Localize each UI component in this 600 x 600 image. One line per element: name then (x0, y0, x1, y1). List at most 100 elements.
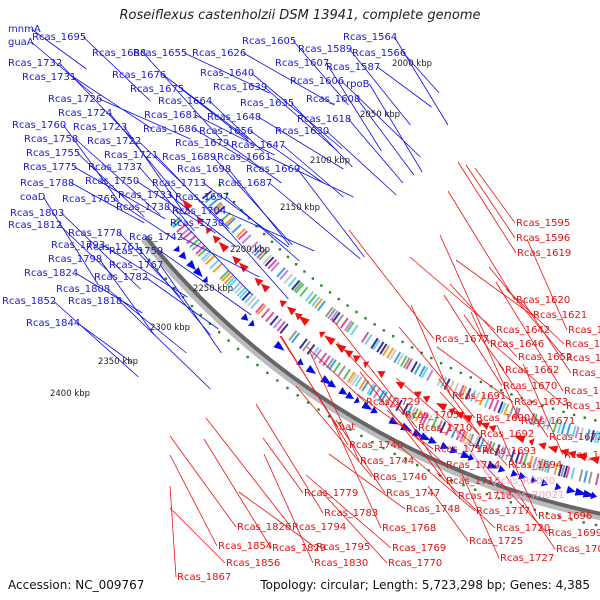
forward-gene-label: Rcas_1608 (306, 94, 360, 105)
forward-gene-arrow (582, 489, 596, 498)
cog-category-mark (399, 355, 408, 367)
forward-gene-label: Rcas_1726 (48, 94, 102, 105)
reverse-gene-leader (331, 418, 382, 529)
gc-skew-dot (276, 379, 279, 382)
reverse-gene-label: Rcas_1700 (556, 544, 600, 555)
forward-gene-arrow (566, 485, 576, 494)
forward-gene-leader (53, 300, 139, 378)
cog-category-mark (420, 366, 429, 379)
gc-skew-dot (439, 361, 443, 365)
forward-gene-leader (43, 196, 99, 286)
forward-gene-arrow (247, 319, 255, 327)
cog-category-mark (225, 276, 236, 287)
reverse-gene-label: Rcas_1692 (480, 429, 534, 440)
cog-category-mark (200, 250, 211, 261)
reverse-gene-leader (427, 485, 469, 542)
gc-skew-dot (208, 322, 212, 325)
forward-gene-leader (357, 98, 415, 176)
cog-category-mark (287, 276, 297, 288)
forward-gene-leader (74, 166, 166, 220)
forward-gene-label: Rcas_1626 (192, 48, 246, 59)
forward-gene-arrow (460, 450, 471, 458)
reverse-gene-arrow (261, 283, 271, 293)
forward-gene-label: Rcas_1803 (10, 208, 64, 219)
cog-category-mark (279, 323, 289, 334)
cog-category-mark (418, 365, 426, 378)
gc-skew-dot (401, 340, 404, 344)
reverse-gene-leader (309, 351, 360, 462)
gc-skew-dot (218, 184, 222, 187)
cog-category-mark (313, 298, 323, 309)
gc-skew-dot (294, 263, 298, 266)
reverse-gene-leader (436, 346, 514, 403)
reverse-gene-label: Rcas_1636 (572, 368, 600, 379)
reverse-gene-label: Rcas_1727 (500, 553, 554, 564)
reverse-gene-leader (359, 371, 446, 482)
forward-gene-arrow (361, 401, 373, 410)
cog-category-mark (238, 288, 249, 299)
cog-category-mark (291, 279, 301, 291)
reverse-gene-arrow (448, 407, 456, 416)
cog-category-mark (541, 459, 547, 472)
cog-category-mark (231, 281, 242, 292)
gc-skew-dot (450, 479, 453, 482)
forward-gene-label: Rcas_1722 (87, 136, 141, 147)
cog-category-mark (306, 343, 316, 355)
reverse-gene-label: Rcas_1691 (452, 391, 506, 402)
gc-skew-dot (364, 317, 367, 320)
reverse-gene-leader (438, 378, 480, 435)
cog-category-mark (546, 418, 552, 431)
reverse-gene-arrow (528, 438, 535, 447)
cog-category-mark (347, 371, 356, 383)
gc-skew-dot (156, 268, 159, 271)
reverse-gene-label: Rcas_1699 (548, 528, 600, 539)
cog-category-mark (557, 464, 563, 477)
gc-skew-dot (449, 366, 453, 370)
scale-tick-label: 2350 kbp (98, 357, 138, 367)
cog-category-mark (478, 393, 486, 406)
forward-gene-arrow (273, 340, 285, 351)
forward-gene-leader (194, 128, 262, 170)
reverse-gene-arrow (462, 415, 473, 423)
reverse-gene-leader (331, 318, 418, 429)
cog-category-mark (419, 411, 427, 424)
cog-category-mark (452, 382, 460, 395)
reverse-gene-label: Rcas_1619 (517, 248, 571, 259)
cog-category-mark (379, 343, 388, 355)
reverse-gene-leader (465, 164, 516, 239)
cog-category-mark (489, 442, 496, 455)
cog-category-mark (231, 223, 242, 234)
cog-category-mark (410, 361, 418, 373)
reverse-gene-leader (479, 332, 566, 407)
reverse-gene-arrow (588, 456, 600, 465)
gc-skew-dot (218, 331, 221, 334)
cog-category-mark (385, 394, 393, 406)
forward-gene-label: Rcas_1812 (8, 220, 62, 231)
forward-gene-arrow (486, 461, 499, 469)
reverse-gene-arrow (574, 453, 588, 462)
gc-skew-dot (227, 339, 230, 342)
cog-category-mark (382, 344, 391, 357)
cog-category-mark (349, 372, 358, 385)
cog-category-mark (304, 291, 314, 302)
reverse-gene-arrow (435, 402, 448, 412)
reverse-gene-leader (498, 363, 549, 438)
cog-category-mark (250, 298, 260, 310)
forward-gene-leader (137, 246, 211, 336)
forward-gene-label: Rcas_1732 (8, 58, 62, 69)
reverse-gene-label: Rcas_1795 (316, 542, 370, 553)
forward-gene-arrow (173, 245, 180, 253)
reverse-gene-arrow (212, 235, 221, 244)
scale-tick-label: 2000 kbp (392, 59, 432, 69)
reverse-gene-leader (169, 435, 237, 528)
forward-gene-label: Rcas_1704 (172, 206, 226, 217)
reverse-gene-leader (526, 238, 568, 331)
cog-category-mark (439, 421, 447, 434)
forward-gene-arrow (305, 365, 317, 375)
reverse-gene-leader (439, 234, 490, 345)
reverse-gene-leader (457, 161, 517, 254)
gc-skew-dot (570, 518, 573, 521)
reverse-gene-label: Rcas_1769 (392, 543, 446, 554)
cog-category-mark (532, 456, 538, 469)
cog-category-mark (279, 269, 289, 280)
